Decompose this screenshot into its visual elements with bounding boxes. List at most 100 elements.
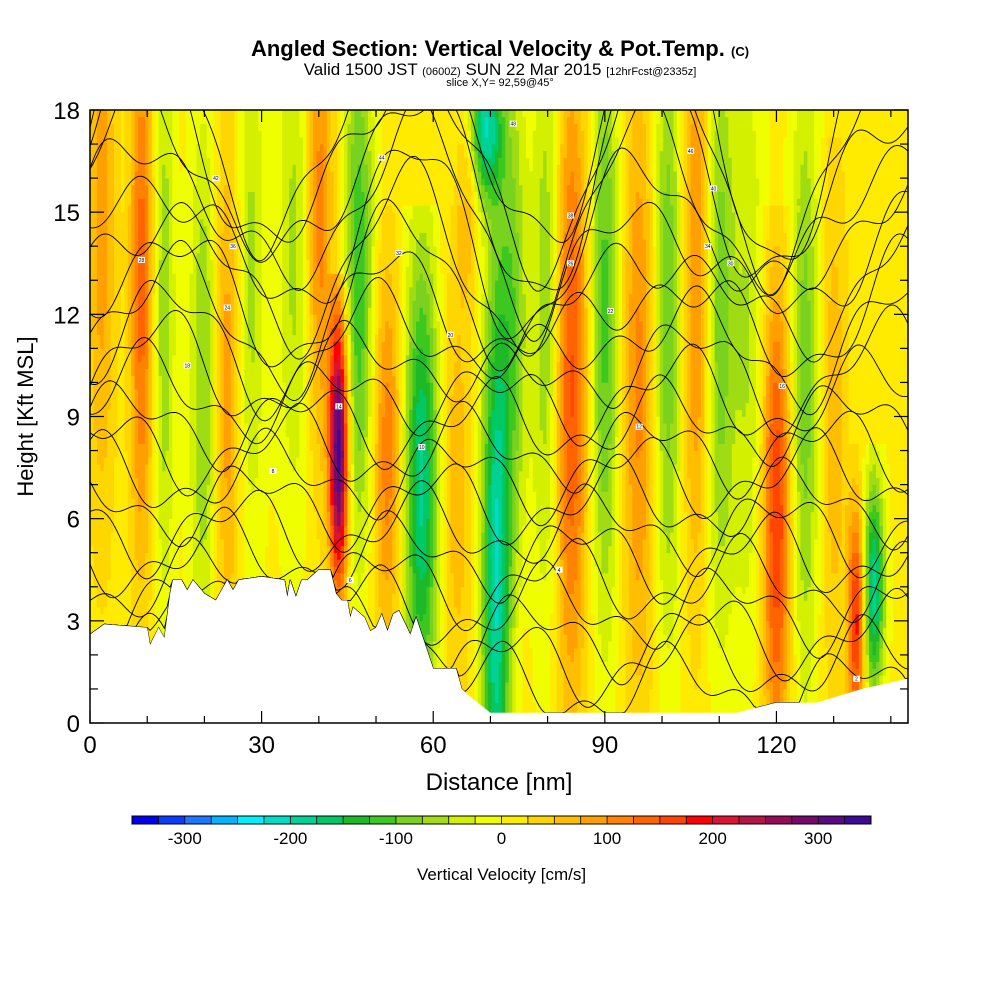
velocity-cell: [491, 681, 496, 723]
velocity-cell: [395, 388, 400, 492]
velocity-cell: [127, 205, 132, 349]
velocity-cell: [680, 110, 685, 723]
velocity-cell: [498, 123, 503, 158]
velocity-cell: [409, 205, 414, 220]
contour-label: 38: [568, 214, 574, 220]
velocity-cell: [869, 443, 874, 472]
velocity-cell: [848, 525, 853, 560]
velocity-cell: [481, 164, 486, 179]
velocity-cell: [724, 239, 729, 397]
velocity-cell: [865, 463, 870, 499]
velocity-cell: [131, 184, 136, 376]
velocity-cell: [330, 545, 335, 567]
velocity-cell: [773, 606, 778, 662]
velocity-cell: [347, 477, 352, 567]
velocity-cell: [337, 368, 342, 376]
velocity-cell: [337, 327, 342, 342]
velocity-cell: [144, 552, 149, 635]
velocity-cell: [357, 382, 362, 451]
velocity-cell: [93, 586, 98, 635]
velocity-cell: [759, 443, 764, 717]
colorbar-swatch: [369, 816, 397, 824]
contour-label: 48: [511, 122, 517, 128]
velocity-cell: [745, 402, 750, 588]
velocity-cell: [450, 572, 455, 676]
velocity-cell: [858, 470, 863, 519]
velocity-cell: [882, 443, 887, 499]
colorbar-swatch: [343, 816, 370, 824]
velocity-cell: [875, 110, 880, 445]
velocity-cell: [392, 518, 397, 594]
velocity-cell: [247, 191, 252, 349]
velocity-cell: [340, 273, 345, 288]
velocity-cell: [361, 572, 366, 622]
velocity-cell: [858, 110, 863, 472]
velocity-cell: [354, 354, 359, 424]
velocity-cell: [295, 110, 300, 458]
velocity-cell: [392, 293, 397, 376]
velocity-cell: [292, 164, 297, 336]
velocity-cell: [783, 436, 788, 615]
velocity-cell: [278, 566, 283, 588]
velocity-cell: [343, 375, 349, 397]
velocity-cell: [426, 245, 431, 295]
velocity-cell: [477, 211, 482, 417]
valid-time-line: Valid 1500 JST (0600Z) SUN 22 Mar 2015 […: [0, 60, 1000, 80]
velocity-cell: [831, 110, 836, 138]
velocity-cell: [144, 463, 149, 554]
velocity-cell: [714, 110, 719, 131]
contour-label-bg: [395, 250, 403, 257]
velocity-cell: [313, 110, 318, 315]
velocity-cell: [776, 661, 781, 703]
velocity-cell: [635, 675, 640, 723]
contour-label: 16: [779, 384, 785, 390]
velocity-cell: [168, 518, 173, 601]
velocity-cell: [604, 110, 609, 131]
velocity-cell: [357, 586, 362, 622]
contour-label-bg: [567, 260, 575, 267]
velocity-cell: [426, 586, 431, 635]
y-tick-label: 9: [67, 405, 80, 432]
velocity-cell: [206, 484, 211, 601]
velocity-cell: [412, 252, 417, 302]
velocity-cell: [340, 572, 345, 588]
velocity-cell: [522, 348, 527, 526]
velocity-cell: [494, 429, 500, 499]
velocity-cell: [381, 211, 386, 281]
velocity-cell: [591, 110, 596, 227]
velocity-cell: [474, 110, 479, 152]
velocity-cell: [748, 110, 754, 554]
velocity-cell: [621, 245, 627, 622]
velocity-cell: [635, 110, 640, 193]
contour-label: 32: [396, 251, 402, 257]
velocity-cell: [443, 110, 448, 676]
velocity-cell: [865, 497, 870, 526]
velocity-cell: [707, 110, 712, 683]
velocity-cell: [350, 110, 355, 145]
velocity-cell: [292, 110, 297, 165]
contour-label-bg: [567, 212, 575, 219]
velocity-cell: [333, 361, 338, 376]
velocity-cell: [872, 463, 877, 485]
velocity-cell: [464, 198, 469, 295]
velocity-cell: [333, 409, 338, 445]
velocity-cell: [577, 695, 582, 723]
colorbar-swatch: [158, 816, 186, 824]
velocity-cell: [343, 314, 349, 336]
velocity-cell: [632, 552, 637, 662]
velocity-cell: [731, 211, 736, 445]
velocity-cell: [192, 110, 197, 186]
velocity-cell: [766, 239, 771, 315]
velocity-cell: [371, 116, 376, 247]
velocity-cell: [433, 327, 438, 410]
contour-label-bg: [418, 444, 426, 451]
velocity-cell: [457, 205, 462, 281]
velocity-cell: [875, 477, 880, 499]
velocity-cell: [807, 110, 812, 179]
velocity-cell: [107, 409, 112, 581]
colorbar-swatch: [395, 816, 423, 824]
velocity-cell: [319, 470, 324, 567]
velocity-cell: [96, 110, 101, 336]
velocity-cell: [361, 429, 366, 492]
velocity-cell: [838, 110, 843, 138]
